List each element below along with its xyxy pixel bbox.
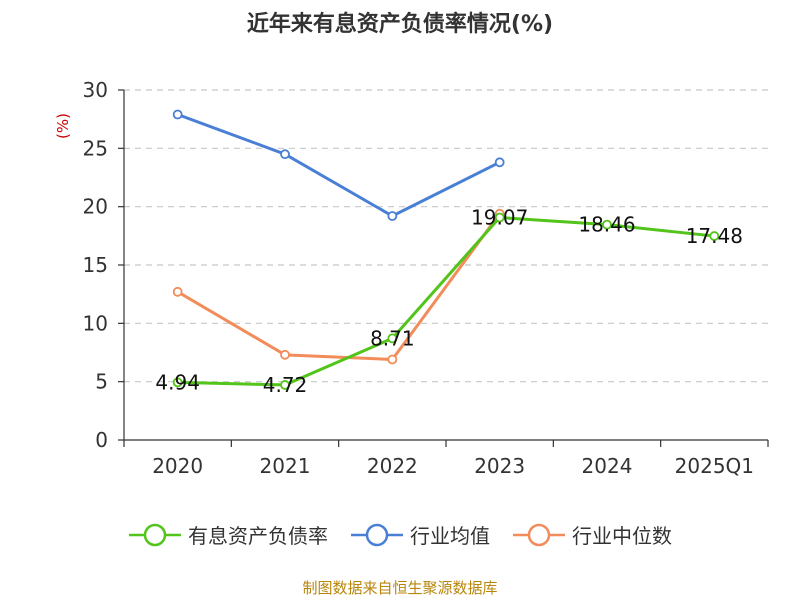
series-line	[176, 212, 501, 361]
legend-marker-icon	[129, 523, 181, 546]
x-tick-label: 2023	[474, 454, 525, 478]
legend-item[interactable]: 行业均值	[350, 520, 490, 549]
data-labels: 4.94 4.72 8.71 19.07 18.46 17.48	[155, 206, 743, 397]
legend-label: 行业中位数	[572, 524, 672, 548]
y-tick-label: 20	[83, 195, 108, 219]
x-tick-label: 2024	[582, 454, 633, 478]
data-point	[172, 286, 183, 297]
data-point	[280, 380, 290, 390]
data-point	[387, 211, 398, 221]
x-tick-label: 2020	[152, 454, 203, 478]
data-label: 4.94	[155, 370, 200, 394]
legend-circle	[143, 523, 167, 546]
data-label: 18.46	[578, 213, 635, 237]
legend-label: 行业均值	[410, 524, 490, 548]
x-tick-label: 2022	[367, 454, 418, 478]
series-line	[177, 216, 715, 387]
line-chart: 0 5 10 15 20 25 30 2020 2021 2022 2023 2024 2025Q1 (…	[54, 78, 769, 478]
y-tick-label: 25	[83, 136, 108, 160]
axes: 0 5 10 15 20 25 30 2020 2021 2022 2023 2024 2025Q1	[83, 78, 769, 478]
source-note: 制图数据来自恒生聚源数据库	[302, 579, 498, 597]
legend-label: 有息资产负债率	[188, 524, 328, 548]
legend-circle	[527, 523, 551, 546]
y-tick-label: 5	[95, 370, 108, 394]
data-point	[280, 149, 290, 160]
series-line	[177, 113, 501, 218]
chart-title: 近年来有息资产负债率情况(%)	[246, 12, 554, 37]
data-point	[280, 349, 290, 360]
legend-item[interactable]: 有息资产负债率	[128, 520, 328, 549]
legend: 有息资产负债率 行业均值 行业中位数	[0, 520, 800, 549]
data-label: 17.48	[686, 224, 743, 248]
data-point	[172, 377, 183, 388]
y-axis-unit: (%)	[54, 113, 72, 139]
y-tick-label: 0	[95, 428, 108, 452]
data-label: 4.72	[263, 373, 308, 397]
legend-marker-icon	[513, 523, 565, 546]
data-point	[494, 212, 505, 223]
x-tick-label: 2025Q1	[675, 454, 754, 478]
legend-item[interactable]: 行业中位数	[512, 520, 672, 549]
data-point	[172, 109, 183, 120]
data-point	[709, 231, 720, 241]
legend-circle	[365, 523, 389, 546]
data-point	[602, 219, 612, 230]
y-tick-label: 30	[83, 78, 108, 102]
grid-lines	[124, 89, 768, 383]
data-point	[494, 157, 505, 168]
x-tick-label: 2021	[260, 454, 311, 478]
data-label: 19.07	[471, 206, 528, 230]
y-tick-label: 10	[83, 311, 108, 335]
data-point	[387, 333, 398, 344]
series-lines	[172, 109, 720, 390]
data-point	[387, 354, 398, 365]
data-label: 8.71	[370, 326, 415, 350]
legend-marker-icon	[351, 523, 403, 546]
y-tick-label: 15	[83, 253, 108, 277]
